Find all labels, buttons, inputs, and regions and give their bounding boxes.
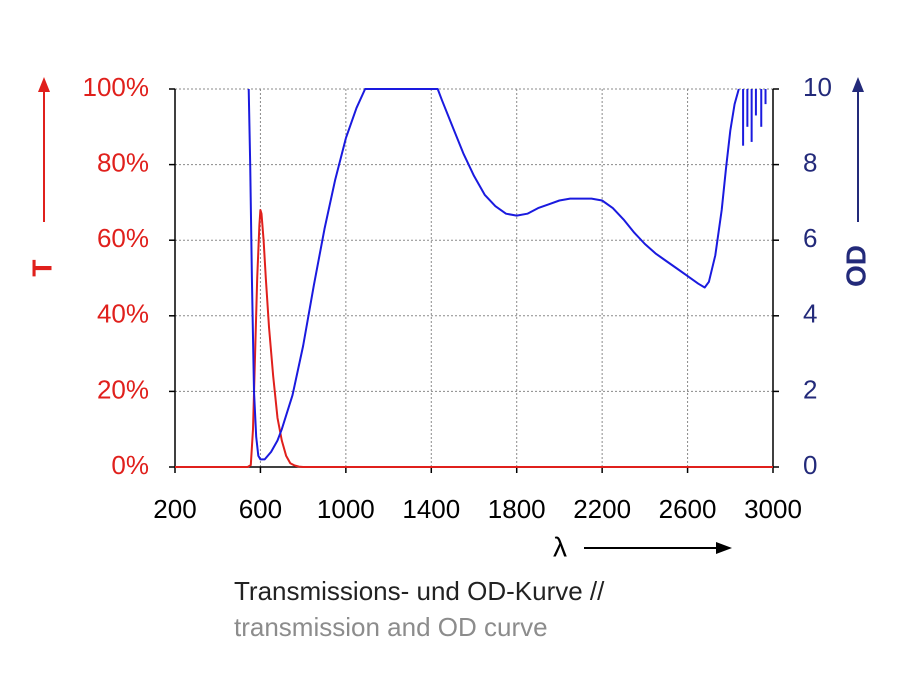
x-axis-arrow-head — [716, 542, 732, 554]
x-tick-label: 200 — [153, 494, 196, 524]
left-tick-label: 20% — [97, 374, 149, 404]
transmission-series-line — [175, 209, 773, 468]
right-tick-label: 8 — [803, 147, 817, 177]
x-tick-label: 1400 — [402, 494, 460, 524]
caption-line-2: transmission and OD curve — [234, 612, 548, 642]
x-tick-label: 3000 — [744, 494, 802, 524]
x-tick-label: 1000 — [317, 494, 375, 524]
right-tick-label: 10 — [803, 72, 832, 102]
left-tick-label: 40% — [97, 299, 149, 329]
x-axis-label: λ — [553, 531, 567, 562]
right-tick-label: 0 — [803, 450, 817, 480]
left-tick-label: 100% — [83, 72, 150, 102]
x-tick-label: 2200 — [573, 494, 631, 524]
left-tick-label: 80% — [97, 147, 149, 177]
right-tick-label: 6 — [803, 223, 817, 253]
right-axis-arrow-head — [852, 77, 864, 92]
caption-line-1: Transmissions- und OD-Kurve // — [234, 576, 605, 606]
left-axis-arrow-head — [38, 77, 50, 92]
x-tick-label: 2600 — [659, 494, 717, 524]
od-series-line — [247, 88, 740, 461]
left-tick-label: 60% — [97, 223, 149, 253]
x-tick-label: 1800 — [488, 494, 546, 524]
right-tick-label: 2 — [803, 374, 817, 404]
x-tick-label: 600 — [239, 494, 282, 524]
left-axis-label: T — [26, 259, 57, 276]
left-tick-label: 0% — [111, 450, 149, 480]
right-axis-label: OD — [840, 245, 871, 287]
right-tick-label: 4 — [803, 299, 817, 329]
